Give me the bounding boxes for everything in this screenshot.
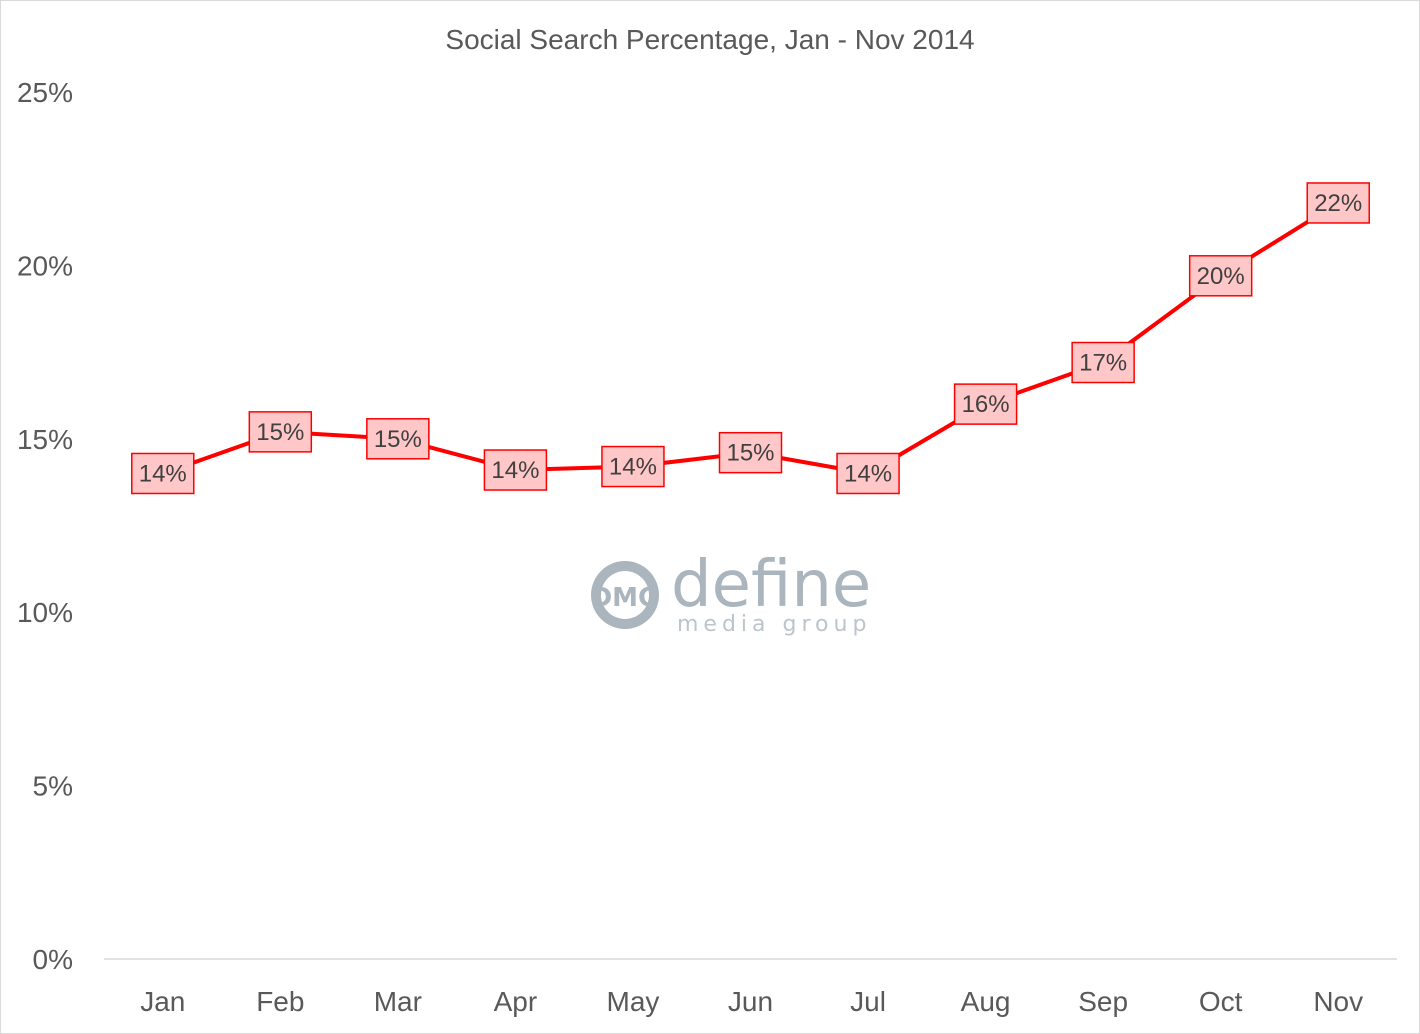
data-label-box xyxy=(366,418,430,460)
data-label: 14% xyxy=(131,452,195,495)
watermark-logo: DMG define media group xyxy=(591,548,872,637)
data-label: 22% xyxy=(1306,182,1370,224)
data-label-text: 14% xyxy=(139,460,187,487)
y-tick-label: 5% xyxy=(33,771,73,802)
data-label-text: 20% xyxy=(1197,263,1245,290)
data-label: 15% xyxy=(366,418,430,460)
x-tick-label: Jan xyxy=(140,986,185,1017)
data-label: 16% xyxy=(953,383,1018,425)
data-label-text: 14% xyxy=(844,460,892,487)
x-tick-label: Nov xyxy=(1313,986,1363,1017)
data-label: 15% xyxy=(718,431,783,474)
y-tick-label: 15% xyxy=(17,424,73,455)
watermark-tagline: media group xyxy=(677,612,871,637)
data-label-box xyxy=(483,449,548,491)
data-label-box xyxy=(248,411,313,453)
data-label: 15% xyxy=(248,411,313,453)
x-axis-ticks: Jan Feb Mar Apr May Jun Jul Aug Sep Oct Nov xyxy=(140,986,1363,1017)
x-tick-label: May xyxy=(607,986,660,1017)
data-label-text: 15% xyxy=(256,419,304,446)
data-label-text: 17% xyxy=(1079,350,1127,377)
data-label-box xyxy=(601,445,665,488)
data-label-text: 16% xyxy=(962,391,1010,418)
data-label-text: 15% xyxy=(374,426,422,453)
data-label: 17% xyxy=(1071,341,1135,384)
data-labels: 14% 15% 15% 14% 14% 15% 14% 16% 17% 20% 22% xyxy=(131,182,1370,495)
chart-title: Social Search Percentage, Jan - Nov 2014 xyxy=(445,24,974,55)
y-axis-ticks: 0% 5% 10% 15% 20% 25% xyxy=(17,77,73,975)
data-label: 14% xyxy=(836,452,900,495)
y-tick-label: 0% xyxy=(33,944,73,975)
dmg-emblem-icon: DMG xyxy=(591,561,660,629)
x-tick-label: Jun xyxy=(728,986,773,1017)
data-label-text: 15% xyxy=(726,440,774,467)
data-label-text: 22% xyxy=(1314,190,1362,217)
x-tick-label: Sep xyxy=(1078,986,1128,1017)
data-label-box xyxy=(131,452,195,495)
x-tick-label: Mar xyxy=(374,986,422,1017)
watermark-brand: define xyxy=(671,548,871,622)
y-tick-label: 25% xyxy=(17,77,73,108)
data-label-box xyxy=(718,431,783,474)
data-label-text: 14% xyxy=(491,457,539,484)
x-tick-label: Jul xyxy=(850,986,886,1017)
data-label: 14% xyxy=(601,445,665,488)
watermark-emblem-letters: DMG xyxy=(591,583,660,613)
data-label-box xyxy=(953,383,1018,425)
data-label-text: 14% xyxy=(609,454,657,481)
y-tick-label: 20% xyxy=(17,250,73,281)
data-label: 14% xyxy=(483,449,548,491)
data-label-box xyxy=(1306,182,1370,224)
data-label-box xyxy=(1188,255,1253,297)
x-tick-label: Feb xyxy=(256,986,304,1017)
data-label-box xyxy=(836,452,900,495)
y-tick-label: 10% xyxy=(17,597,73,628)
x-tick-label: Apr xyxy=(494,986,538,1017)
x-tick-label: Oct xyxy=(1199,986,1243,1017)
x-tick-label: Aug xyxy=(961,986,1011,1017)
data-label: 20% xyxy=(1188,255,1253,297)
data-label-box xyxy=(1071,341,1135,384)
